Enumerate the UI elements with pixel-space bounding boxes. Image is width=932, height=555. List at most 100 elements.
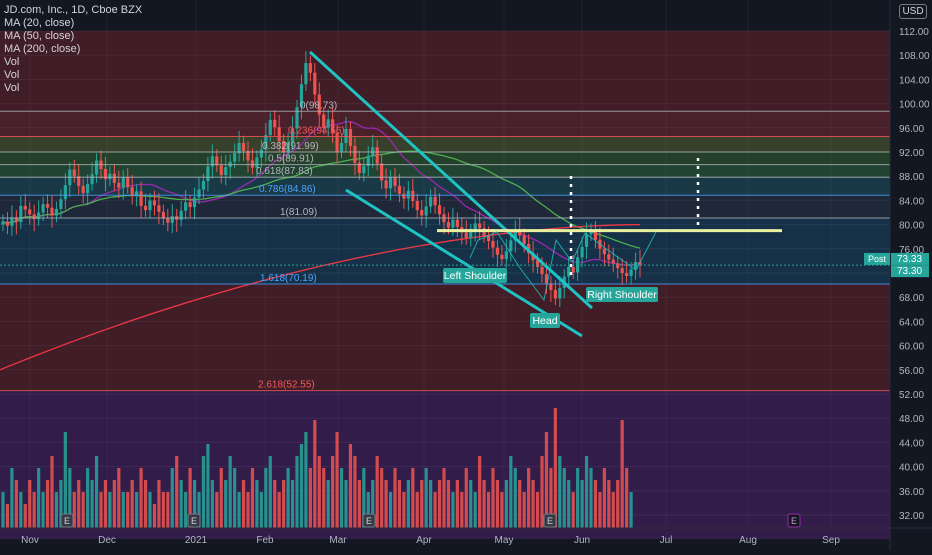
earnings-marker-label: E — [366, 516, 372, 526]
candle-body — [313, 72, 317, 95]
volume-bar — [117, 468, 121, 528]
candle-body — [357, 162, 361, 174]
left-shoulder-label-bg — [443, 268, 507, 283]
earnings-marker — [543, 513, 557, 528]
volume-bar — [219, 468, 223, 528]
volume-bar — [451, 492, 455, 528]
fib-label: 2.618(52.55) — [258, 380, 315, 391]
volume-bar — [535, 492, 540, 528]
volume-bar — [255, 480, 259, 528]
right-shoulder-label: Right Shoulder — [587, 289, 657, 301]
volume-bar — [86, 468, 90, 528]
candle-body — [567, 266, 571, 277]
candle-body — [259, 149, 263, 158]
volume-bar — [406, 480, 410, 528]
candle-body — [486, 236, 491, 241]
volume-bar — [299, 444, 304, 528]
legend-vol-2[interactable]: Vol — [4, 69, 20, 81]
candle-body — [522, 235, 526, 244]
volume-bar — [5, 504, 10, 528]
candle-body — [72, 169, 76, 177]
volume-bar — [491, 468, 495, 528]
x-tick-label: Jul — [660, 535, 673, 546]
volume-bar — [241, 480, 246, 528]
volume-bar — [339, 468, 344, 528]
volume-bar — [607, 480, 611, 528]
candle-body — [406, 190, 410, 199]
ma50-line — [2, 150, 641, 249]
volume-bar — [246, 492, 250, 528]
candle-body — [219, 165, 223, 175]
volume-bar — [625, 468, 629, 528]
volume-bar — [45, 480, 50, 528]
candle-body — [1, 221, 5, 225]
volume-bar — [589, 468, 593, 528]
candle-body — [148, 200, 152, 211]
legend-vol-3[interactable]: Vol — [4, 82, 20, 94]
candle-body — [197, 189, 201, 198]
volume-bar — [250, 468, 255, 528]
earnings-marker — [362, 513, 376, 528]
fib-bands-layer — [0, 31, 890, 540]
volume-bar — [442, 468, 446, 528]
volume-bar — [14, 480, 18, 528]
candle-body — [638, 262, 642, 266]
candle-body — [540, 266, 544, 275]
volume-bar — [37, 468, 41, 528]
volume-bar — [504, 480, 508, 528]
candle-body — [549, 283, 553, 290]
volume-bar — [602, 468, 606, 528]
earnings-marker — [60, 513, 74, 528]
candle-body — [504, 251, 508, 260]
legend-vol-1[interactable]: Vol — [4, 56, 20, 68]
volume-bar — [357, 480, 361, 528]
candle-body — [308, 63, 312, 73]
candle-body — [41, 204, 45, 213]
x-tick-label: Jun — [574, 535, 590, 546]
candle-body — [388, 177, 393, 189]
candle-body — [384, 180, 388, 189]
legend-ma200[interactable]: MA (200, close) — [4, 43, 81, 55]
y-tick-label: 100.00 — [899, 100, 930, 111]
volume-bar — [157, 480, 161, 528]
candle-body — [482, 228, 486, 237]
volume-bar — [598, 492, 602, 528]
volume-bar — [210, 480, 214, 528]
volume-bar — [19, 492, 23, 528]
volume-bar — [620, 420, 624, 528]
volume-bar — [522, 492, 526, 528]
y-tick-label: 80.00 — [899, 221, 924, 232]
y-tick-label: 76.00 — [899, 245, 924, 256]
candle-body — [437, 205, 442, 215]
volume-bar — [375, 456, 379, 528]
post-badge-label: Post — [868, 254, 887, 264]
volume-bar — [224, 480, 228, 528]
post-price-value: 73.33 — [897, 254, 922, 265]
volume-bar — [326, 480, 330, 528]
volume-bar — [139, 468, 143, 528]
candle-body — [393, 177, 397, 186]
volume-bar — [233, 468, 237, 528]
candle-body — [544, 274, 549, 284]
candle-body — [611, 259, 615, 264]
volume-bar — [433, 492, 437, 528]
candle-body — [478, 223, 482, 229]
candle-body — [446, 222, 451, 228]
volume-bar — [500, 492, 504, 528]
volume-bar — [429, 480, 433, 528]
candle-body — [233, 153, 237, 162]
currency-button[interactable]: USD — [899, 4, 927, 19]
x-tick-label: Sep — [822, 535, 840, 546]
volume-bar — [121, 492, 125, 528]
volume-bar — [446, 480, 451, 528]
candle-body — [366, 155, 370, 166]
legend-ma50[interactable]: MA (50, close) — [4, 30, 75, 42]
chart-title[interactable]: JD.com, Inc., 1D, Cboe BZX — [4, 4, 143, 16]
candle-body — [580, 246, 584, 258]
volume-bar — [348, 444, 353, 528]
candle-body — [210, 156, 214, 167]
legend-ma20[interactable]: MA (20, close) — [4, 17, 75, 29]
candle-body — [179, 210, 183, 220]
